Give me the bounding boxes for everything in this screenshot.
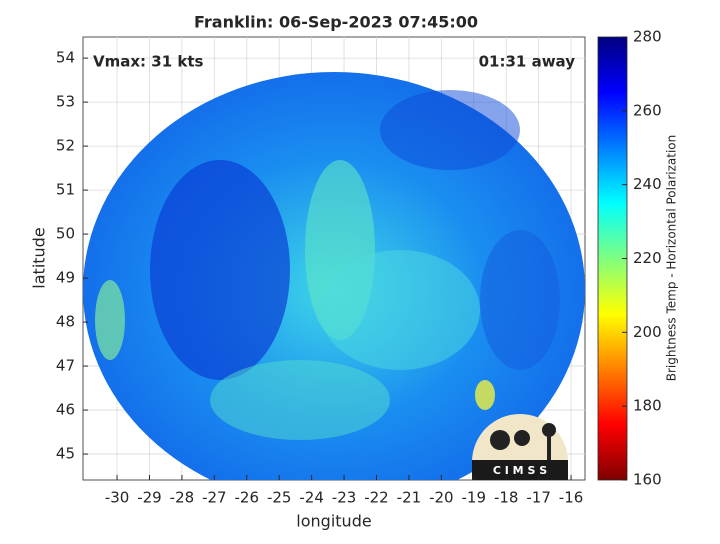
y-tick-label: 53 bbox=[56, 93, 75, 111]
y-tick-label: 52 bbox=[56, 137, 75, 155]
x-tick-label: -17 bbox=[526, 489, 551, 507]
x-tick-label: -27 bbox=[202, 489, 227, 507]
cimss-logo: C I M S S bbox=[472, 414, 568, 480]
y-tick-label: 48 bbox=[56, 313, 75, 331]
x-tick-label: -20 bbox=[429, 489, 454, 507]
colorbar-tick-label: 240 bbox=[633, 175, 662, 193]
logo-text: C I M S S bbox=[493, 464, 547, 477]
x-tick-label: -28 bbox=[170, 489, 195, 507]
colorbar-tick-label: 280 bbox=[633, 28, 662, 46]
y-tick-label: 50 bbox=[56, 225, 75, 243]
x-tick-label: -16 bbox=[559, 489, 584, 507]
y-axis-label: latitude bbox=[30, 227, 49, 288]
y-tick-label: 51 bbox=[56, 181, 75, 199]
colorbar-tick-label: 260 bbox=[633, 101, 662, 119]
x-tick-label: -24 bbox=[299, 489, 324, 507]
x-tick-label: -25 bbox=[267, 489, 292, 507]
y-tick-label: 47 bbox=[56, 357, 75, 375]
colorbar-tick-label: 220 bbox=[633, 249, 662, 267]
x-tick-label: -26 bbox=[235, 489, 260, 507]
colorbar-tick-label: 180 bbox=[633, 397, 662, 415]
annotation: Vmax: 31 kts bbox=[93, 53, 203, 71]
x-tick-label: -22 bbox=[364, 489, 389, 507]
y-tick-label: 45 bbox=[56, 445, 75, 463]
x-tick-label: -19 bbox=[462, 489, 487, 507]
image bbox=[83, 72, 585, 480]
y-tick-label: 46 bbox=[56, 401, 75, 419]
colorbar-tick-label: 160 bbox=[633, 471, 662, 489]
x-tick-label: -18 bbox=[494, 489, 519, 507]
x-tick-label: -29 bbox=[137, 489, 162, 507]
chart-title: Franklin: 06-Sep-2023 07:45:00 bbox=[194, 13, 478, 32]
colorbar-label: Brightness Temp - Horizontal Polarizatio… bbox=[665, 135, 679, 382]
x-tick-label: -23 bbox=[332, 489, 357, 507]
colorbar-tick-label: 200 bbox=[633, 323, 662, 341]
x-axis-label: longitude bbox=[296, 512, 371, 531]
y-tick-label: 49 bbox=[56, 269, 75, 287]
x-tick-label: -30 bbox=[105, 489, 130, 507]
x-tick-label: -21 bbox=[397, 489, 422, 507]
y-tick-label: 54 bbox=[56, 49, 75, 67]
annotation: 01:31 away bbox=[479, 53, 576, 71]
